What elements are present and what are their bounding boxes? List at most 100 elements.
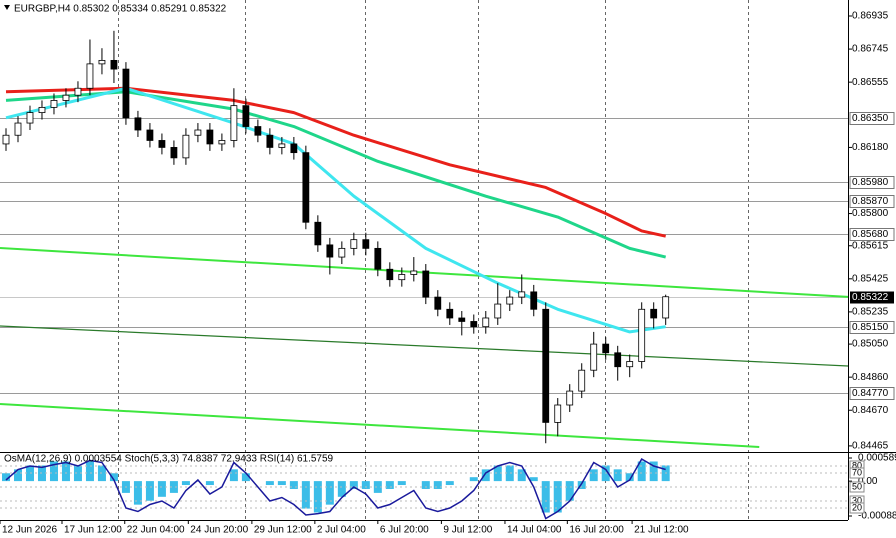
level-label: 0.84770 xyxy=(852,388,889,399)
y-tick-label: 0.86935 xyxy=(852,11,889,22)
level-label-box xyxy=(849,387,895,400)
x-tick-label: 16 Jul 20:00 xyxy=(569,525,624,536)
osma-bar xyxy=(229,469,238,482)
stoch-tick-label: 50 xyxy=(852,481,862,491)
candle-body xyxy=(254,126,262,136)
candle-body xyxy=(398,274,406,281)
osma-bar xyxy=(577,481,586,489)
y-tick-label: 0.86745 xyxy=(852,44,889,55)
candle-body xyxy=(590,343,598,371)
candle-body xyxy=(638,308,646,362)
candle-body xyxy=(302,152,310,223)
candle-body xyxy=(350,239,358,249)
osma-bar xyxy=(169,481,178,493)
candle-body xyxy=(194,129,202,136)
candle-body xyxy=(554,404,562,423)
osma-bar xyxy=(349,481,358,489)
osma-bar xyxy=(493,465,502,482)
osma-bar xyxy=(433,481,442,489)
y-tick-label: 0.84670 xyxy=(852,405,889,416)
candle-body xyxy=(218,140,226,145)
osma-bar xyxy=(25,465,34,482)
osma-bar xyxy=(505,465,514,482)
x-tick-label: 22 Jun 04:00 xyxy=(127,525,185,536)
osma-bar xyxy=(325,481,334,505)
candle-body xyxy=(122,68,130,119)
osma-bar xyxy=(1,473,10,482)
osma-bar xyxy=(313,481,322,513)
osma-bar xyxy=(337,481,346,497)
osma-bar xyxy=(301,481,310,509)
level-label: 0.85150 xyxy=(852,322,889,333)
osma-bar xyxy=(145,481,154,501)
y-tick-label: 0.85235 xyxy=(852,307,889,318)
candle-body xyxy=(134,117,142,131)
stoch-tick-label: 80 xyxy=(852,460,862,470)
osma-bar xyxy=(61,461,70,482)
stoch-tick-label: 70 xyxy=(852,467,862,477)
osma-bar xyxy=(157,481,166,497)
indicator-title: OsMA(12,26,9) 0.0003554 Stoch(5,3,3) 74.… xyxy=(4,454,334,465)
candle-body xyxy=(482,317,490,328)
candle-body xyxy=(26,112,34,124)
osma-bar xyxy=(613,469,622,482)
candle-body xyxy=(410,270,418,275)
osma-bar xyxy=(589,469,598,482)
osma-bar xyxy=(181,481,190,486)
candle-body xyxy=(602,343,610,354)
osma-bar xyxy=(265,481,274,486)
candle-body xyxy=(530,291,538,310)
level-label-box xyxy=(849,112,895,125)
candle-body xyxy=(38,106,46,114)
stoch-label-box xyxy=(849,467,865,479)
stoch-tick-label: 30 xyxy=(852,495,862,505)
candle-body xyxy=(542,308,550,423)
y-tick-label: 0.84465 xyxy=(852,441,889,452)
x-tick-label: 29 Jun 12:00 xyxy=(254,525,312,536)
x-tick-label: 12 Jun 2026 xyxy=(2,525,57,536)
osma-bar xyxy=(49,461,58,482)
candle-body xyxy=(578,369,586,392)
level-label: 0.85870 xyxy=(852,196,889,207)
level-label-box xyxy=(849,228,895,241)
candle-body xyxy=(14,122,22,136)
current-price-label: 0.85322 xyxy=(852,292,889,303)
y-tick-label: 0.85615 xyxy=(852,240,889,251)
stoch-label-box xyxy=(849,502,865,514)
candle-body xyxy=(86,63,94,89)
x-tick-label: 2 Jul 04:00 xyxy=(317,525,366,536)
candle-body xyxy=(614,352,622,368)
candle-body xyxy=(50,100,58,108)
candle-body xyxy=(242,105,250,127)
candle-body xyxy=(374,247,382,270)
osma-bar xyxy=(421,481,430,489)
candle-body xyxy=(182,134,190,159)
candle-body xyxy=(626,361,634,368)
y-tick-label: 0.85425 xyxy=(852,273,889,284)
osma-bar xyxy=(625,473,634,482)
osma-bar xyxy=(649,461,658,482)
menu-arrow[interactable] xyxy=(4,5,10,10)
y-tick-label: 0.86180 xyxy=(852,142,889,153)
candle-body xyxy=(170,147,178,159)
current-price-box xyxy=(850,291,894,304)
candle-body xyxy=(290,143,298,154)
x-tick-label: 14 Jul 04:00 xyxy=(507,525,562,536)
osma-bar xyxy=(109,473,118,482)
level-label-box xyxy=(849,321,895,334)
osma-bar xyxy=(73,465,82,482)
candle-body xyxy=(266,134,274,148)
candle-body xyxy=(662,296,670,319)
x-tick-label: 24 Jun 20:00 xyxy=(190,525,248,536)
candle-body xyxy=(434,296,442,310)
y-tick-label: 0.85800 xyxy=(852,208,889,219)
candle-body xyxy=(518,291,526,298)
candle-body xyxy=(314,221,322,246)
level-label-box xyxy=(849,195,895,208)
level-label: 0.86350 xyxy=(852,113,889,124)
osma-bar xyxy=(541,481,550,513)
x-tick-label: 9 Jul 12:00 xyxy=(443,525,492,536)
y-tick-label: 0.84860 xyxy=(852,372,889,383)
stoch-tick-label: 20 xyxy=(852,502,862,512)
